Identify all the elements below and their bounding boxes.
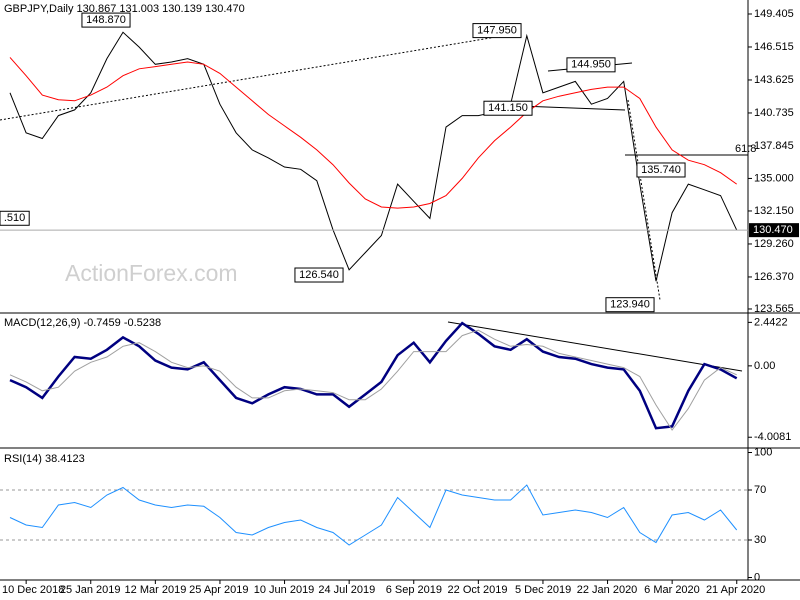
x-tick-label: 10 Jun 2019 [254,584,315,596]
y-tick-label: 140.735 [754,107,794,119]
macd-trend-line [447,321,743,372]
panel-title: RSI(14) 38.4123 [4,453,85,465]
series-line [9,57,737,209]
annotation-label: 144.950 [571,59,611,71]
last-price-label: 130.470 [753,224,793,236]
y-tick-label: 123.565 [754,303,794,315]
annotation-label: 147.950 [477,25,517,37]
x-tick-label: 22 Jan 2020 [577,584,638,596]
y-tick-label: 143.625 [754,74,794,86]
last-price-box [749,223,799,238]
x-tick-label: 21 Apr 2020 [706,584,765,596]
annotation-box [636,162,686,178]
trend-line [627,99,661,301]
y-tick-label: 135.000 [754,172,794,184]
x-tick-label: 5 Dec 2019 [515,584,571,596]
y-tick-label: -4.0081 [754,431,791,443]
annotation-label: 148.870 [86,14,126,26]
annotation-label: 123.940 [610,299,650,311]
panel-title: GBPJPY,Daily 130.867 131.003 130.139 130… [4,3,245,15]
y-tick-label: 0 [754,571,760,583]
y-tick-label: 70 [754,484,766,496]
annotation-box [81,12,131,28]
annotation-label: 141.150 [488,102,528,114]
y-tick-label: 126.370 [754,271,794,283]
x-tick-label: 22 Oct 2019 [448,584,508,596]
x-tick-label: 6 Mar 2020 [644,584,700,596]
x-tick-label: 24 Jul 2019 [318,584,375,596]
y-tick-label: 132.150 [754,205,794,217]
annotation-box [483,100,533,116]
x-tick-label: 25 Jan 2019 [60,584,121,596]
series-line [9,329,737,431]
y-tick-label: 30 [754,534,766,546]
x-tick-label: 12 Mar 2019 [125,584,187,596]
series-line [9,321,738,430]
y-tick-label: 137.845 [754,140,794,152]
watermark: ActionForex.com [65,260,238,286]
annotation-box [566,57,616,73]
annotation-box [472,23,522,39]
series-line [9,31,738,282]
annotation-box [0,210,30,226]
x-tick-label: 6 Sep 2019 [386,584,442,596]
y-tick-label: 149.405 [754,8,794,20]
y-tick-label: 129.260 [754,238,794,250]
series-line [9,484,738,546]
x-tick-label: 25 Apr 2019 [189,584,248,596]
y-tick-label: 0.00 [754,360,775,372]
annotation-box [294,267,344,283]
y-tick-label: 2.4422 [754,316,788,328]
y-tick-label: 100 [754,446,772,458]
x-tick-label: 10 Dec 2018 [2,584,64,596]
annotation-label: .510 [4,212,25,224]
annotation-box [605,297,655,313]
channel-line [519,105,626,111]
annotation-label: 135.740 [641,164,681,176]
annotation-label: 126.540 [299,269,339,281]
y-tick-label: 146.515 [754,41,794,53]
panel-title: MACD(12,26,9) -0.7459 -0.5238 [4,317,161,329]
